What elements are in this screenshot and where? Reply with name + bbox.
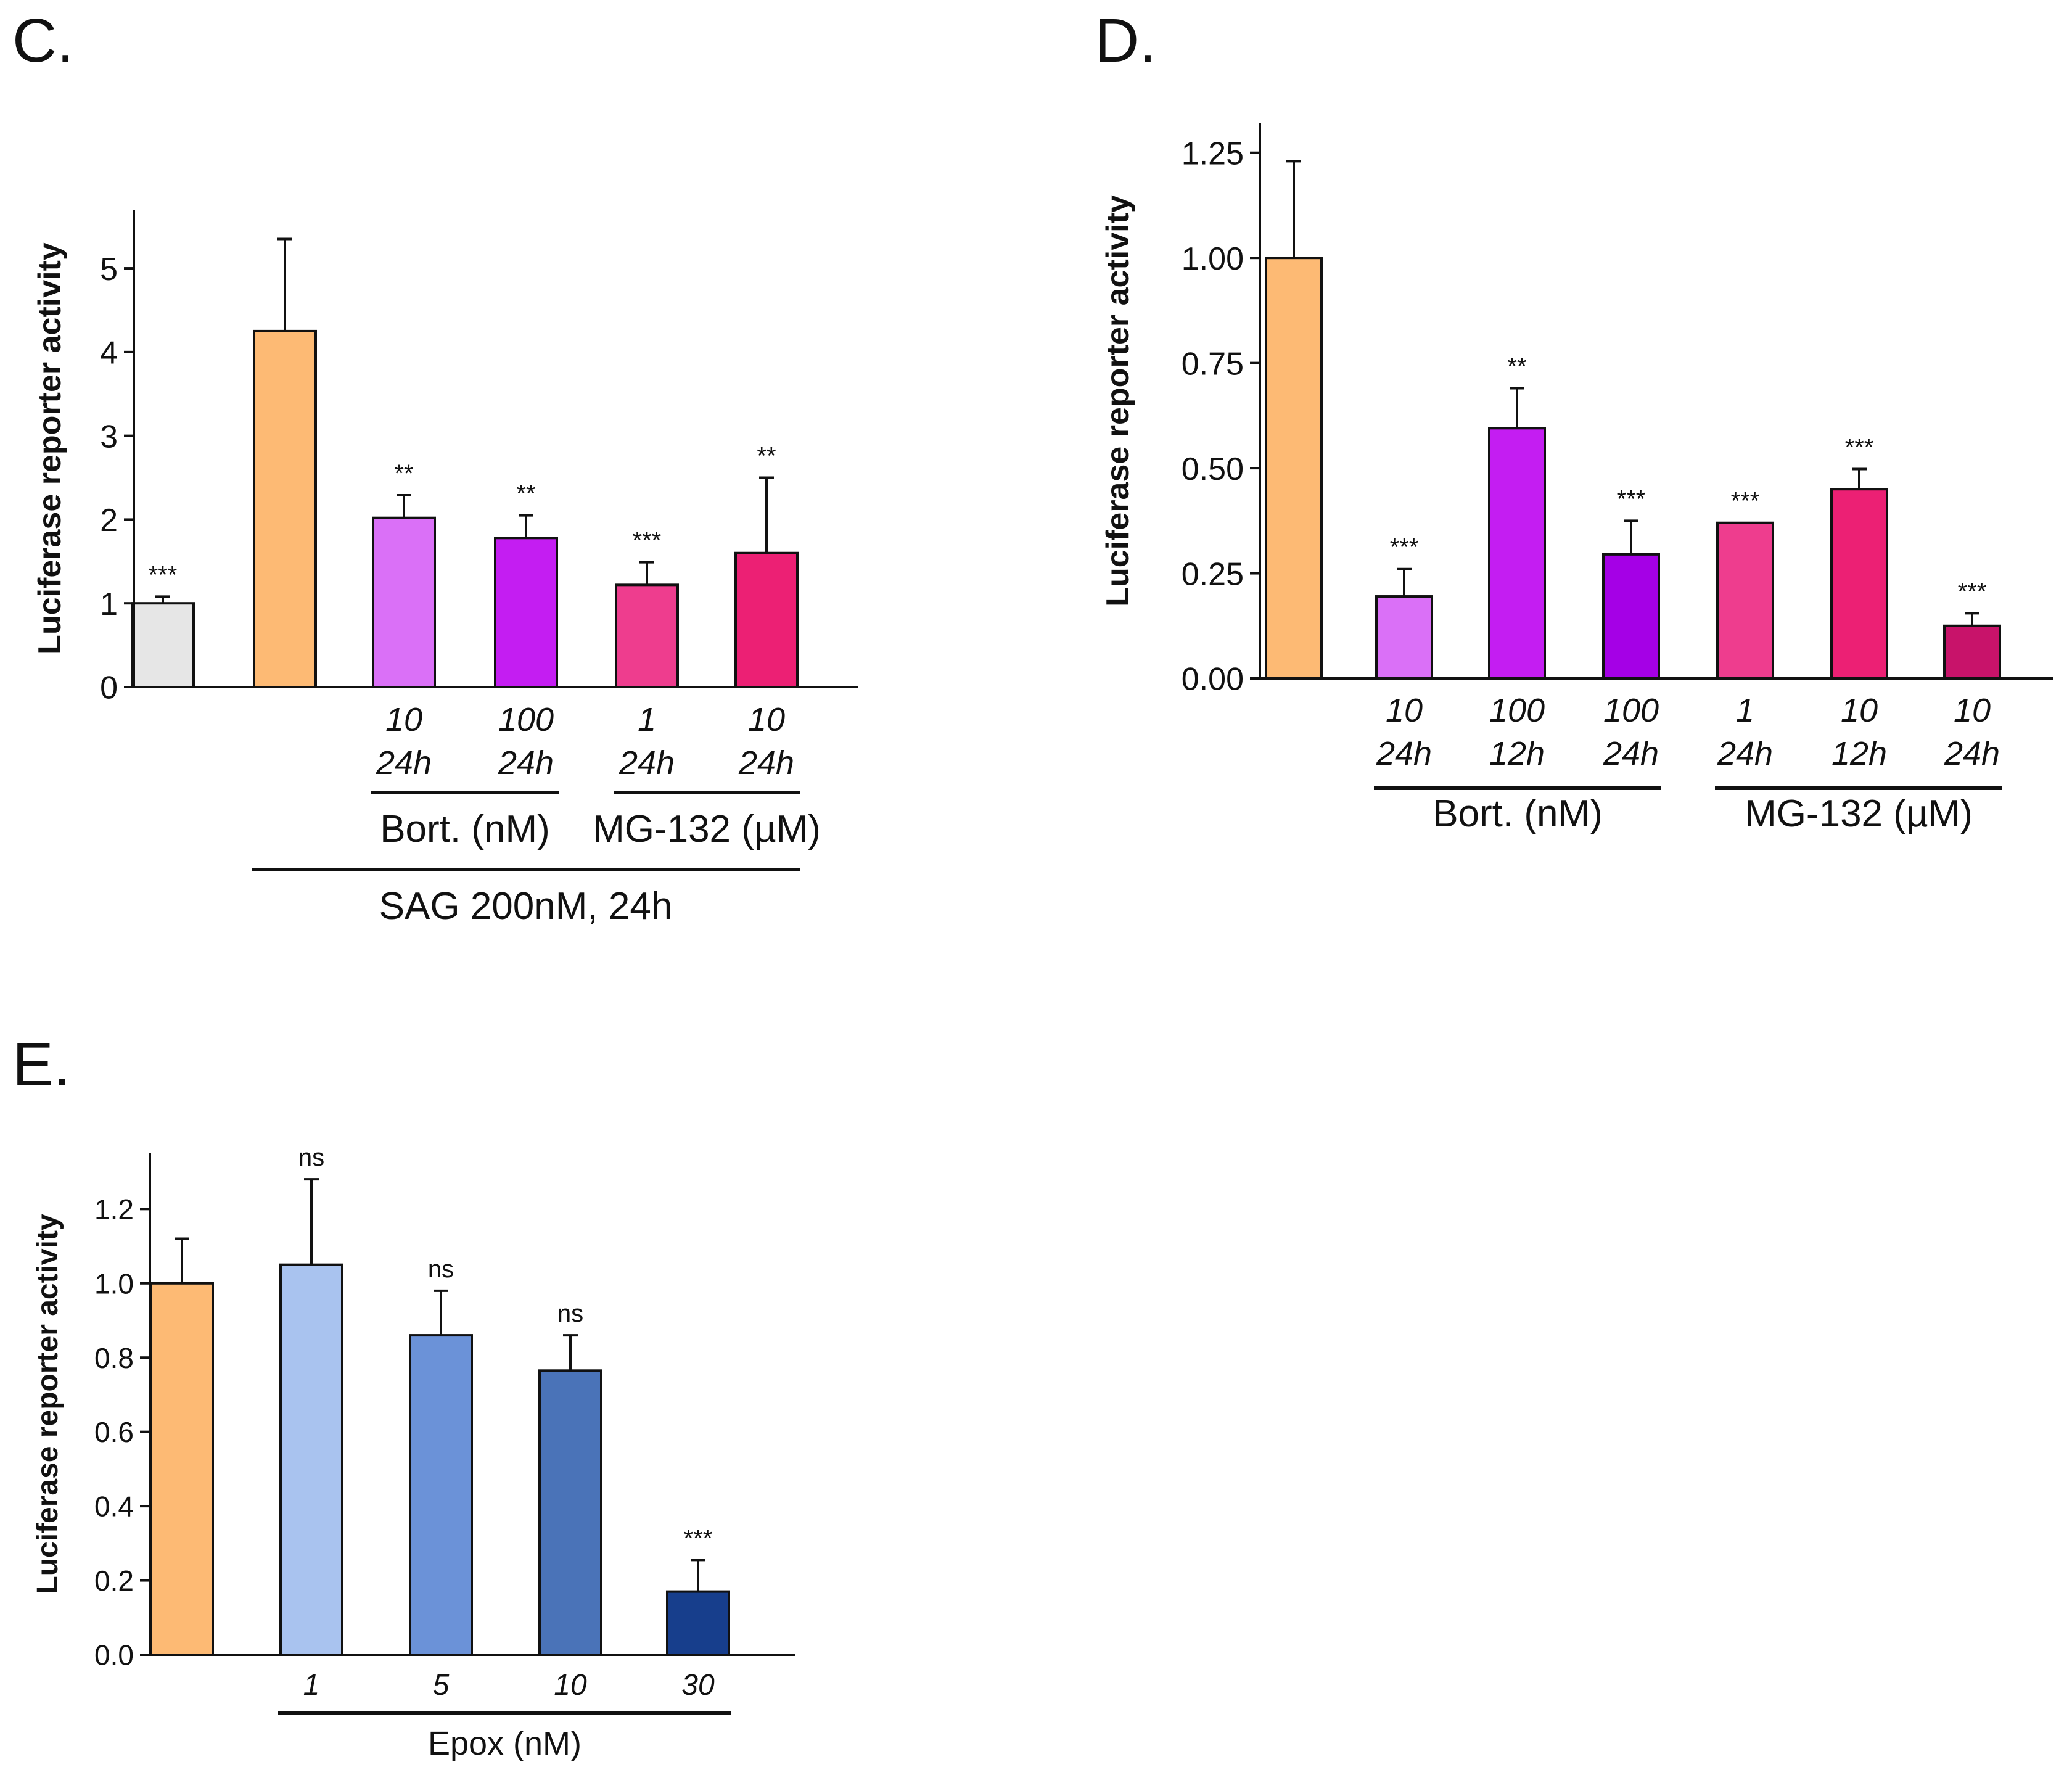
y-axis-label: Luciferase reporter activity bbox=[32, 242, 68, 654]
y-tick-label: 0.8 bbox=[94, 1342, 134, 1374]
bar bbox=[494, 537, 558, 688]
x-tick-label: 1 bbox=[638, 701, 656, 738]
panel-label: D. bbox=[1095, 6, 1156, 75]
y-tick-label: 0.75 bbox=[1182, 346, 1244, 382]
panel-label: E. bbox=[12, 1030, 70, 1099]
y-tick-label: 1 bbox=[100, 587, 118, 622]
significance-label: ns bbox=[298, 1144, 324, 1171]
significance-label: *** bbox=[149, 561, 178, 588]
x-tick-label-time: 24h bbox=[1376, 735, 1432, 772]
y-tick-label: 1.2 bbox=[94, 1193, 134, 1225]
x-tick-label: 1 bbox=[1736, 692, 1754, 729]
group-label: MG-132 (µM) bbox=[593, 808, 821, 850]
bar bbox=[131, 602, 195, 688]
significance-label: *** bbox=[633, 527, 662, 554]
bar bbox=[615, 583, 679, 689]
significance-label: *** bbox=[1958, 578, 1987, 605]
x-tick-label-time: 12h bbox=[1489, 735, 1545, 772]
significance-label: *** bbox=[1731, 488, 1760, 515]
x-tick-label-time: 24h bbox=[1944, 735, 2000, 772]
y-tick-label: 0.6 bbox=[94, 1416, 134, 1448]
y-tick-label: 1.0 bbox=[94, 1267, 134, 1299]
x-tick-label: 10 bbox=[554, 1669, 587, 1702]
x-tick-label: 5 bbox=[433, 1669, 450, 1702]
y-tick-label: 0.4 bbox=[94, 1491, 134, 1523]
y-tick-label: 4 bbox=[100, 336, 118, 371]
group-label: SAG 200nM, 24h bbox=[379, 885, 673, 928]
y-tick-label: 0.00 bbox=[1182, 662, 1244, 698]
panel-label: C. bbox=[12, 6, 74, 75]
x-tick-label-time: 24h bbox=[619, 744, 675, 781]
significance-label: ** bbox=[394, 460, 413, 487]
x-tick-label: 10 bbox=[1954, 692, 1991, 729]
significance-label: ns bbox=[557, 1300, 583, 1327]
y-tick-label: 0.2 bbox=[94, 1565, 134, 1597]
bar bbox=[409, 1334, 473, 1656]
bar bbox=[666, 1590, 730, 1657]
significance-label: *** bbox=[1617, 485, 1646, 513]
significance-label: ** bbox=[757, 443, 776, 470]
y-tick-label: 0 bbox=[100, 670, 118, 706]
y-axis-label: Luciferase reporter activity bbox=[1100, 195, 1136, 607]
x-tick-label-time: 24h bbox=[376, 744, 432, 781]
bar bbox=[1716, 521, 1774, 680]
x-tick-label-time: 12h bbox=[1832, 735, 1887, 772]
group-label: Epox (nM) bbox=[428, 1725, 582, 1762]
y-tick-label: 0.50 bbox=[1182, 451, 1244, 487]
significance-label: ** bbox=[516, 480, 535, 508]
bar bbox=[1943, 624, 2001, 680]
y-tick-label: 0.25 bbox=[1182, 556, 1244, 592]
y-tick-label: 1.25 bbox=[1182, 136, 1244, 171]
bar bbox=[279, 1263, 343, 1657]
bar bbox=[538, 1369, 602, 1657]
y-tick-label: 1.00 bbox=[1182, 241, 1244, 277]
bar bbox=[1602, 553, 1660, 680]
x-tick-label-time: 24h bbox=[1717, 735, 1773, 772]
y-axis-label: Luciferase reporter activity bbox=[31, 1214, 64, 1594]
y-tick-label: 0.0 bbox=[94, 1639, 134, 1671]
bar bbox=[1488, 427, 1546, 680]
significance-label: *** bbox=[1390, 534, 1419, 561]
bar bbox=[734, 551, 799, 688]
bar bbox=[372, 516, 436, 688]
bar bbox=[1830, 488, 1888, 680]
bar bbox=[1265, 257, 1323, 680]
x-tick-label: 100 bbox=[1603, 692, 1659, 729]
significance-label: *** bbox=[1845, 434, 1874, 461]
significance-label: ** bbox=[1507, 353, 1526, 381]
significance-label: *** bbox=[684, 1525, 713, 1552]
x-tick-label-time: 24h bbox=[1603, 735, 1659, 772]
x-tick-label: 10 bbox=[748, 701, 785, 738]
x-tick-label: 10 bbox=[1386, 692, 1423, 729]
x-tick-label-time: 24h bbox=[498, 744, 554, 781]
x-tick-label: 100 bbox=[498, 701, 554, 738]
bar bbox=[253, 329, 317, 688]
bar bbox=[1375, 595, 1433, 680]
x-tick-label: 100 bbox=[1489, 692, 1545, 729]
x-tick-label: 30 bbox=[681, 1669, 715, 1702]
group-label: Bort. (nM) bbox=[380, 808, 550, 850]
x-tick-label: 10 bbox=[1841, 692, 1878, 729]
group-label: Bort. (nM) bbox=[1433, 793, 1603, 835]
x-tick-label-time: 24h bbox=[738, 744, 794, 781]
significance-label: ns bbox=[428, 1256, 454, 1283]
group-label: MG-132 (µM) bbox=[1745, 793, 1973, 835]
y-tick-label: 3 bbox=[100, 419, 118, 455]
y-tick-label: 5 bbox=[100, 252, 118, 287]
x-tick-label: 1 bbox=[303, 1669, 320, 1702]
bar bbox=[150, 1282, 214, 1657]
x-tick-label: 10 bbox=[385, 701, 422, 738]
y-tick-label: 2 bbox=[100, 503, 118, 538]
